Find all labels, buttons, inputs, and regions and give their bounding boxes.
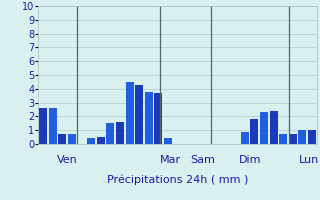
Bar [308, 130, 316, 144]
Bar [68, 134, 76, 144]
Bar [87, 138, 95, 144]
Bar [269, 111, 278, 144]
Bar [250, 119, 259, 144]
Bar [125, 82, 134, 144]
Bar [154, 93, 163, 144]
Bar [279, 134, 287, 144]
Bar [260, 112, 268, 144]
Text: Mar: Mar [159, 155, 180, 165]
Bar [135, 85, 143, 144]
Text: Sam: Sam [190, 155, 215, 165]
Text: Précipitations 24h ( mm ): Précipitations 24h ( mm ) [107, 174, 248, 185]
Bar [106, 123, 115, 144]
Bar [49, 108, 57, 144]
Bar [39, 108, 47, 144]
Bar [116, 122, 124, 144]
Bar [97, 137, 105, 144]
Text: Lun: Lun [299, 155, 319, 165]
Text: Ven: Ven [57, 155, 77, 165]
Bar [298, 130, 307, 144]
Bar [289, 134, 297, 144]
Text: Dim: Dim [239, 155, 261, 165]
Bar [145, 92, 153, 144]
Bar [241, 132, 249, 144]
Bar [58, 134, 67, 144]
Bar [164, 138, 172, 144]
